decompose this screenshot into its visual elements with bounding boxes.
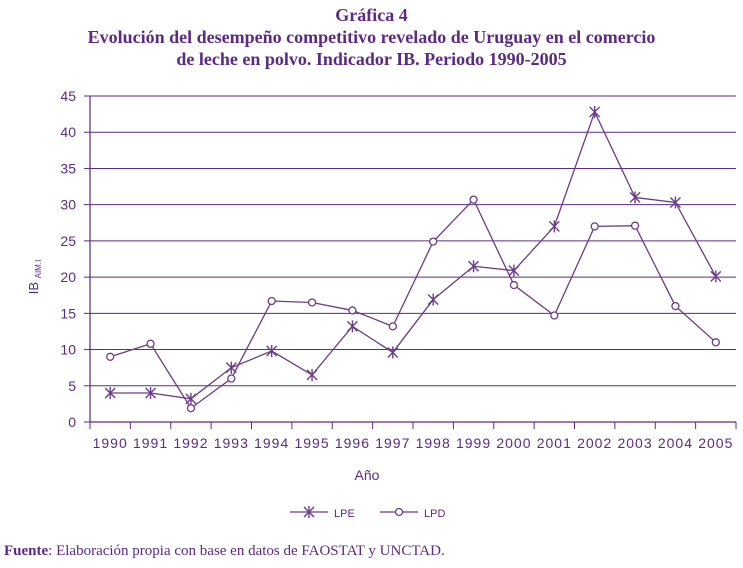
data-point-lpd	[429, 237, 438, 246]
data-point-lpd	[227, 374, 236, 383]
data-point-lpe	[427, 293, 439, 306]
data-point-lpe	[508, 264, 520, 277]
series-lpd	[106, 195, 720, 413]
data-point-lpe	[346, 320, 358, 333]
x-tick-label: 1990	[93, 435, 128, 451]
x-axis-title: Año	[355, 467, 380, 483]
y-tick-label: 15	[60, 305, 76, 321]
data-point-lpe	[266, 345, 278, 358]
legend: LPE LPD	[290, 506, 445, 520]
legend-marker	[394, 507, 404, 517]
x-tick-label: 2001	[537, 435, 572, 451]
chart-subtitle-line1: Evolución del desempeño competitivo reve…	[87, 27, 656, 47]
x-tick-label: 1998	[416, 435, 451, 451]
x-tick-label: 2000	[496, 435, 531, 451]
data-point-lpd	[711, 338, 720, 347]
data-point-lpe	[629, 191, 641, 204]
legend-item-lpe: LPE	[290, 506, 355, 520]
x-tick-label: 2002	[577, 435, 612, 451]
x-tick-label: 2004	[658, 435, 693, 451]
data-point-lpd	[630, 221, 640, 230]
data-point-lpd	[307, 298, 317, 307]
grid-lines	[90, 95, 736, 387]
source-note: Fuente: Elaboración propia con base en d…	[4, 543, 445, 560]
data-point-lpd	[509, 280, 519, 290]
source-text: : Elaboración propia con base en datos d…	[48, 543, 445, 559]
y-axis-title-subscript: AIM.I	[34, 260, 43, 279]
y-axis-title: IB AIM.I	[26, 260, 43, 295]
x-tick-label: 1997	[375, 435, 410, 451]
legend-label: LPE	[334, 508, 355, 520]
data-point-lpd	[106, 352, 115, 361]
y-tick-label: 40	[60, 124, 76, 140]
data-point-lpd	[590, 222, 599, 231]
data-point-lpe	[306, 368, 318, 381]
series-line-lpe	[110, 110, 717, 400]
legend-item-lpd: LPD	[380, 507, 445, 520]
legend-label: LPD	[424, 508, 445, 520]
x-tick-label: 1992	[173, 435, 208, 451]
data-point-lpd	[348, 306, 357, 315]
data-point-lpd	[550, 311, 559, 320]
x-tick-label: 2005	[698, 435, 733, 451]
x-tick-label: 1993	[214, 435, 249, 451]
y-tick-label: 10	[60, 342, 76, 358]
y-tick-label: 25	[60, 233, 76, 249]
title-block: Gráfica 4 Evolución del desempeño compet…	[0, 4, 743, 70]
y-tick-label: 35	[60, 160, 76, 176]
y-tick-label: 5	[68, 378, 76, 394]
series-line-lpd	[109, 198, 717, 410]
x-tick-label: 1995	[294, 435, 329, 451]
data-point-lpe	[710, 270, 722, 283]
data-point-lpd	[388, 322, 397, 331]
data-point-lpe	[387, 346, 399, 359]
data-point-lpd	[186, 404, 196, 413]
axes: 0 5 10 15 20 25 30 35 40 45 1990 1991 1992 1993 1994 19…	[26, 88, 737, 483]
x-tick-label: 1991	[133, 435, 168, 451]
chart-title: Gráfica 4	[335, 5, 408, 25]
data-point-lpd	[469, 195, 478, 204]
x-tick-label: 1996	[335, 435, 370, 451]
x-tick-label: 1999	[456, 435, 491, 451]
series-lpe	[104, 105, 722, 405]
data-point-lpd	[267, 296, 276, 306]
y-tick-label: 0	[68, 414, 76, 430]
chart-subtitle-line2: de leche en polvo. Indicador IB. Periodo…	[176, 49, 567, 69]
data-point-lpe	[468, 260, 480, 273]
y-tick-label: 45	[60, 88, 76, 104]
data-point-lpe	[548, 220, 560, 233]
y-tick-label: 20	[60, 269, 76, 285]
data-point-lpd	[146, 339, 155, 348]
data-point-lpd	[671, 301, 680, 311]
source-label: Fuente	[4, 543, 49, 559]
y-tick-label: 30	[60, 197, 76, 213]
data-point-lpe	[669, 196, 681, 209]
x-tick-label: 2003	[617, 435, 652, 451]
data-point-lpe	[589, 105, 601, 118]
series-layer	[104, 105, 722, 413]
data-point-lpe	[104, 387, 116, 400]
legend-marker	[303, 506, 315, 518]
x-tick-label: 1994	[254, 435, 289, 451]
data-point-lpe	[145, 387, 157, 400]
